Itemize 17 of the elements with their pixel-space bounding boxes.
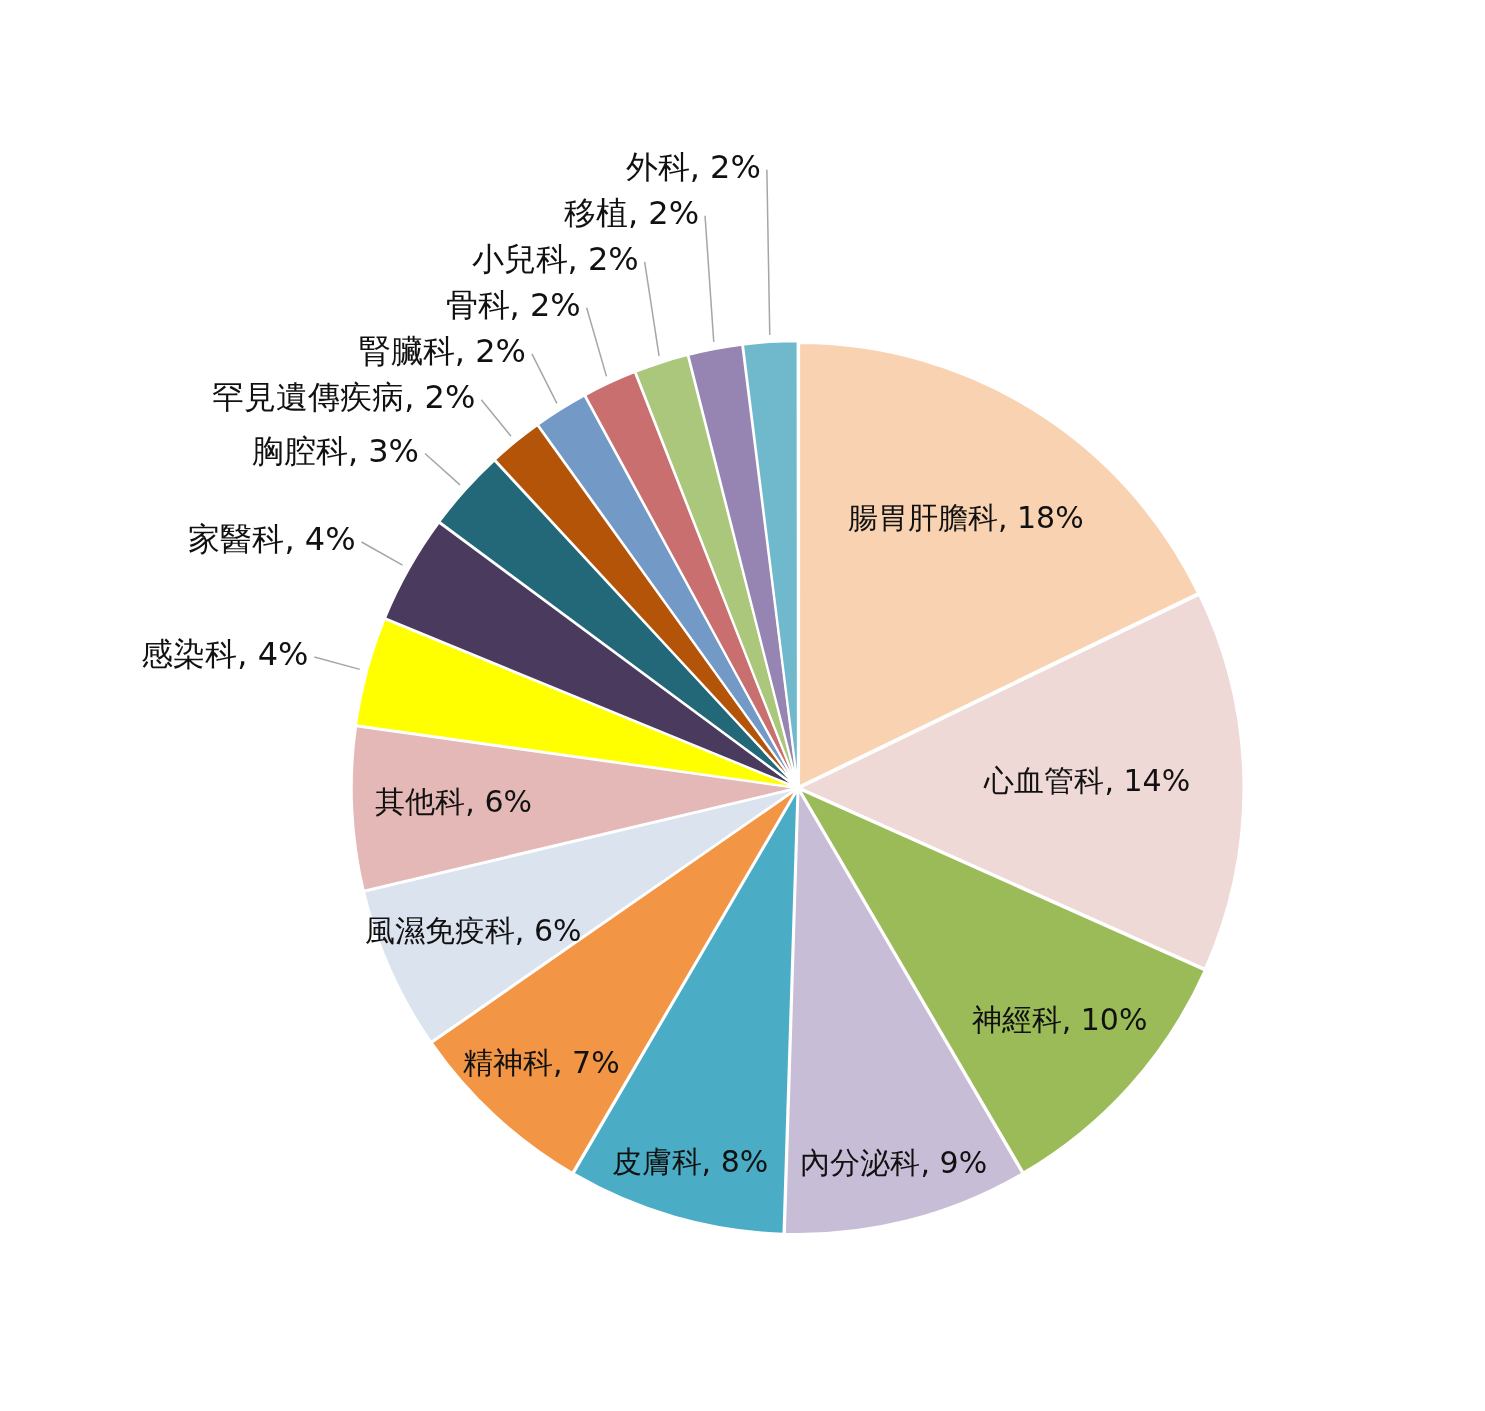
slice-label: 罕見遺傳疾病, 2% (212, 378, 476, 417)
slice-label: 風濕免疫科, 6% (364, 912, 582, 948)
slice-label: 內分泌科, 9% (800, 1144, 988, 1180)
slice-label: 腸胃肝膽科, 18% (847, 500, 1084, 536)
slice-label: 骨科, 2% (445, 286, 581, 325)
slice-label: 移植, 2% (563, 194, 700, 233)
slice-label: 神經科, 10% (971, 1002, 1148, 1038)
slice-label: 心血管科, 14% (983, 763, 1191, 799)
slice-label: 小兒科, 2% (471, 240, 639, 279)
slice-label: 外科, 2% (625, 148, 761, 187)
slice-label: 胸腔科, 3% (251, 431, 419, 470)
slice-label: 皮膚科, 8% (611, 1143, 769, 1179)
slice-label: 家醫科, 4% (188, 520, 356, 559)
slice-label: 腎臟科, 2% (358, 332, 526, 371)
slice-label: 精神科, 7% (463, 1045, 620, 1081)
slice-label: 其他科, 6% (375, 783, 533, 819)
slice-label: 感染科, 4% (141, 635, 309, 674)
